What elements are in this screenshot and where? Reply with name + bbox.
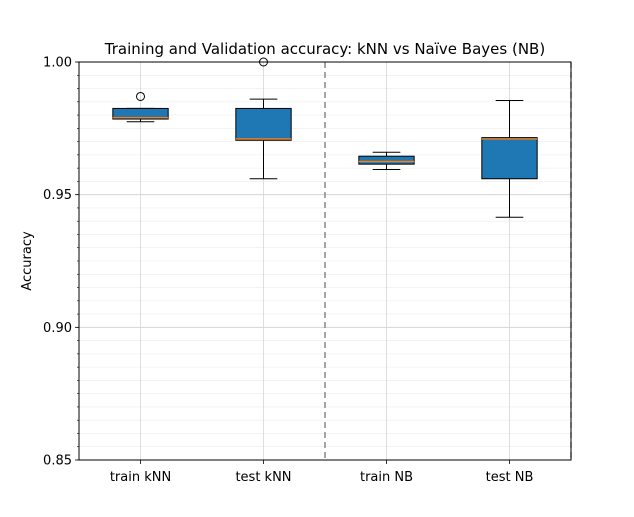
box-body — [358, 155, 415, 165]
box-body — [481, 137, 538, 180]
box-4 — [481, 99, 538, 218]
box-1 — [112, 91, 169, 123]
y-tick-label: 0.85 — [43, 454, 72, 469]
y-axis-label: Accuracy — [20, 231, 35, 291]
x-tick-label: train kNN — [110, 470, 171, 485]
y-tick-label: 0.95 — [43, 188, 72, 203]
x-tick-label: test NB — [486, 470, 534, 485]
box-body — [112, 107, 169, 120]
box-body — [235, 107, 292, 141]
chart-title: Training and Validation accuracy: kNN vs… — [104, 40, 545, 58]
x-tick-label: train NB — [360, 470, 413, 485]
y-tick-label: 1.00 — [43, 56, 72, 71]
x-axis-ticks: train kNN test kNN train NB test NB — [110, 460, 534, 485]
y-tick-label: 0.90 — [43, 321, 72, 336]
box-3 — [358, 151, 415, 170]
box-2 — [235, 57, 292, 180]
y-axis-ticks: 0.85 0.90 0.95 1.00 — [43, 56, 79, 469]
x-tick-label: test kNN — [235, 470, 291, 485]
outlier-point — [136, 91, 145, 101]
boxes — [112, 57, 538, 218]
